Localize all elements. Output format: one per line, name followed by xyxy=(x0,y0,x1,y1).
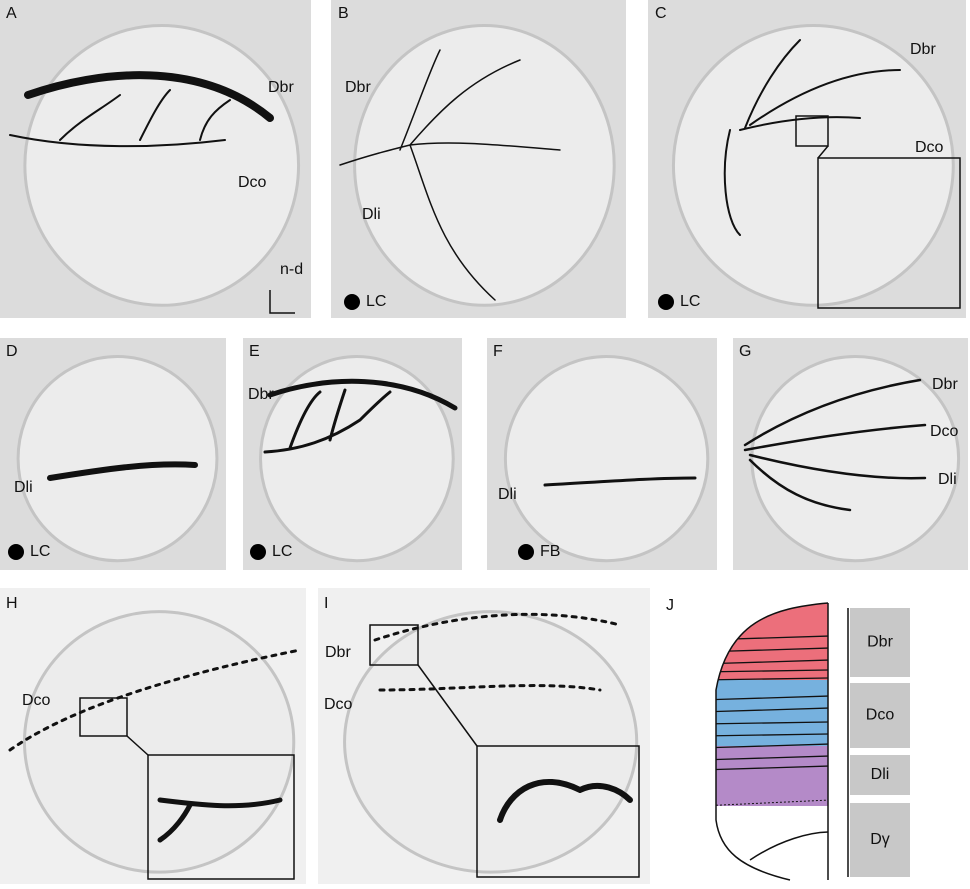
neuron xyxy=(9,89,231,148)
neuron xyxy=(157,797,283,843)
inset-box xyxy=(79,697,128,737)
inset xyxy=(476,745,640,878)
neuron xyxy=(373,612,622,692)
neuron xyxy=(497,778,633,823)
layer-label: Dli xyxy=(938,471,957,488)
scale-bar xyxy=(269,290,295,314)
layer-label: Dli xyxy=(362,206,381,223)
tissue xyxy=(23,23,301,307)
layer-label: Dli xyxy=(498,486,517,503)
layer-box-label: Dγ xyxy=(870,831,890,848)
panel-letter: G xyxy=(739,343,751,360)
marker-dot xyxy=(344,294,360,310)
marker-dot xyxy=(8,544,24,560)
neuron xyxy=(743,378,927,512)
tissue xyxy=(503,355,710,563)
inset xyxy=(817,157,961,309)
layer-box-label: Dco xyxy=(866,707,895,724)
panel-letter: D xyxy=(6,343,18,360)
marker-dot xyxy=(658,294,674,310)
tissue xyxy=(750,355,961,563)
layer-label: n-d xyxy=(280,261,303,278)
panel-letter: F xyxy=(493,343,503,360)
insets xyxy=(79,115,961,880)
marker-label: FB xyxy=(540,543,560,560)
panel-letter: A xyxy=(6,5,17,22)
layer-box xyxy=(850,608,910,677)
neuron xyxy=(263,388,392,454)
panel-letter: J xyxy=(666,597,674,614)
inset-box xyxy=(795,115,829,147)
marker-dot xyxy=(250,544,266,560)
layer-label: Dbr xyxy=(345,79,371,96)
layer-box xyxy=(850,683,910,748)
connector xyxy=(417,664,478,747)
layer-dli xyxy=(716,746,828,806)
schematic: J Dbr Dco Dli Dγ xyxy=(666,597,910,881)
layer-label: Dbr xyxy=(248,386,274,403)
layer-box-label: Dli xyxy=(871,766,890,783)
inset xyxy=(147,754,295,880)
neuron xyxy=(24,71,274,122)
layer-label: Dbr xyxy=(932,376,958,393)
layer-label: Dli xyxy=(14,479,33,496)
layer-box xyxy=(850,755,910,795)
panel-letter: I xyxy=(324,595,328,612)
panel-letter: E xyxy=(249,343,260,360)
marker-label: LC xyxy=(272,543,292,560)
neuron xyxy=(339,49,561,301)
neuron xyxy=(47,461,198,481)
neuron xyxy=(543,476,697,487)
tissue xyxy=(343,610,639,874)
layer-label: Dco xyxy=(238,174,267,191)
layer-label: Dbr xyxy=(325,644,351,661)
layer-label: Dco xyxy=(930,423,959,440)
tissue xyxy=(353,23,616,307)
layer-box xyxy=(850,803,910,877)
layer-label: Dbr xyxy=(910,41,936,58)
marker-dot xyxy=(518,544,534,560)
tissue xyxy=(16,355,219,563)
layer-label: Dco xyxy=(915,139,944,156)
layer-label: Dco xyxy=(324,696,353,713)
tissue xyxy=(22,610,296,874)
panel-letter: H xyxy=(6,595,18,612)
marker-label: LC xyxy=(680,293,700,310)
panel-letter: C xyxy=(655,5,667,22)
layer-dbr xyxy=(716,603,828,680)
panel-letter: B xyxy=(338,5,349,22)
layer-label: Dco xyxy=(22,692,51,709)
neuron xyxy=(723,39,901,236)
layer-box-label: Dbr xyxy=(867,634,893,651)
layer-label: Dbr xyxy=(268,79,294,96)
tissue xyxy=(671,23,955,307)
connector xyxy=(817,145,829,159)
marker-label: LC xyxy=(366,293,386,310)
connector xyxy=(126,735,149,756)
neuron xyxy=(267,378,458,411)
inset-box xyxy=(369,624,419,666)
marker-label: LC xyxy=(30,543,50,560)
